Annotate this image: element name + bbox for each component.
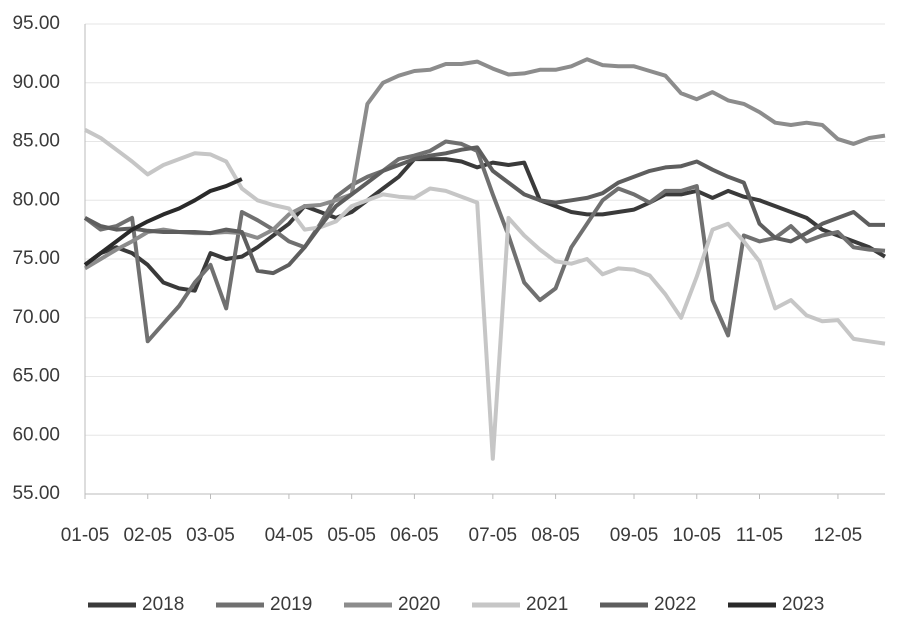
series-line [83, 139, 886, 344]
legend-label: 2023 [782, 594, 824, 615]
x-tick-label: 04-05 [265, 525, 314, 546]
series-line [83, 177, 243, 267]
y-tick-label: 55.00 [12, 483, 60, 504]
y-tick-label: 85.00 [12, 131, 60, 152]
x-tick-label: 12-05 [814, 525, 863, 546]
x-tick-label: 01-05 [61, 525, 110, 546]
x-tick-label: 06-05 [390, 525, 439, 546]
legend-label: 2018 [142, 594, 184, 615]
y-tick-label: 80.00 [12, 189, 60, 210]
series-line [84, 128, 886, 461]
y-tick-label: 90.00 [12, 72, 60, 93]
series-line [84, 145, 885, 276]
legend-label: 2020 [398, 594, 440, 615]
legend-label: 2019 [270, 594, 312, 615]
y-tick-label: 65.00 [12, 366, 60, 387]
x-tick-label: 11-05 [736, 525, 783, 546]
y-tick-label: 60.00 [12, 424, 60, 445]
x-tick-label: 02-05 [123, 525, 172, 546]
x-tick-label: 03-05 [186, 525, 235, 546]
x-tick-label: 09-05 [610, 525, 659, 546]
x-tick-label: 08-05 [531, 525, 580, 546]
y-tick-label: 95.00 [12, 13, 60, 34]
x-tick-label: 05-05 [327, 525, 376, 546]
y-tick-label: 70.00 [12, 307, 60, 328]
x-tick-label: 07-05 [469, 525, 518, 546]
y-tick-label: 75.00 [12, 248, 60, 269]
legend-label: 2021 [526, 594, 568, 615]
x-tick-label: 10-05 [672, 525, 721, 546]
legend-label: 2022 [654, 594, 696, 615]
